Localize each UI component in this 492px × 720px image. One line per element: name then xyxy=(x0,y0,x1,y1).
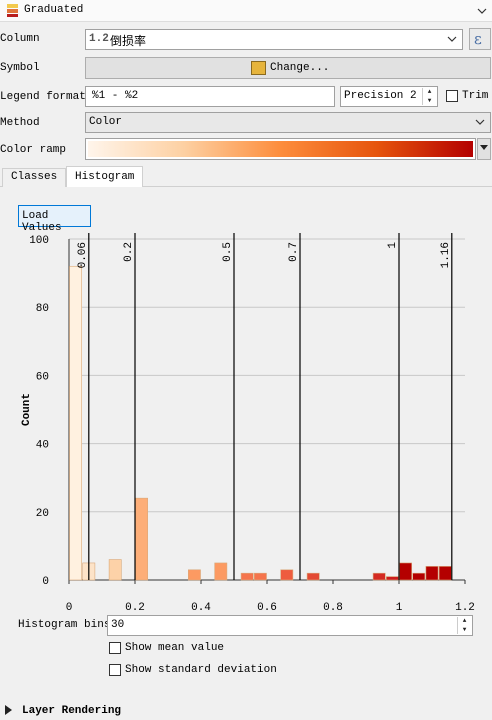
histogram-bar xyxy=(188,569,201,581)
x-tick-label: 0.8 xyxy=(323,602,343,614)
show-std-checkbox[interactable] xyxy=(109,664,121,676)
y-tick-label: 60 xyxy=(36,371,49,383)
color-ramp-gradient xyxy=(88,141,473,157)
y-tick-label: 100 xyxy=(29,235,49,247)
renderer-title: Graduated xyxy=(24,4,84,16)
tab-histogram[interactable]: Histogram xyxy=(66,166,144,187)
triangle-right-icon xyxy=(5,705,12,715)
load-values-button[interactable]: Load Values xyxy=(18,205,91,234)
class-break-label: 0.2 xyxy=(123,242,135,262)
class-break-label: 0.06 xyxy=(77,242,89,268)
column-label: Column xyxy=(0,33,40,45)
histogram-bar xyxy=(254,572,267,581)
show-std-label: Show standard deviation xyxy=(125,664,277,676)
class-break-label: 1.16 xyxy=(440,242,452,268)
x-tick-label: 0.2 xyxy=(125,602,145,614)
histogram-bar xyxy=(306,572,320,581)
spinbox-arrows[interactable]: ▲ ▼ xyxy=(422,88,436,105)
x-tick-label: 1.2 xyxy=(455,602,475,614)
color-ramp-menu-button[interactable] xyxy=(477,138,491,160)
precision-value: Precision 2 xyxy=(344,90,417,102)
tab-bar-line xyxy=(0,186,492,187)
histogram-bar xyxy=(385,576,399,581)
expression-button[interactable]: ε xyxy=(469,28,491,50)
legend-format-input[interactable]: %1 - %2 xyxy=(85,86,335,107)
histogram-bar xyxy=(438,566,452,581)
trim-checkbox[interactable] xyxy=(446,90,458,102)
histogram-bar xyxy=(214,562,228,581)
method-value: Color xyxy=(89,116,123,128)
class-break-label: 0.7 xyxy=(288,242,300,262)
class-break-label: 1 xyxy=(387,242,399,249)
method-label: Method xyxy=(0,117,40,129)
chevron-down-icon xyxy=(474,116,486,128)
chevron-down-icon[interactable] xyxy=(476,5,488,17)
symbol-change-label: Change... xyxy=(270,62,330,74)
histogram-bar xyxy=(399,562,412,581)
histogram-bins-label: Histogram bins xyxy=(18,619,111,631)
tab-classes[interactable]: Classes xyxy=(2,168,67,187)
symbol-label: Symbol xyxy=(0,62,40,74)
y-tick-label: 0 xyxy=(42,576,49,588)
histogram-bar xyxy=(425,566,439,581)
histogram-bins-value: 30 xyxy=(111,619,125,631)
trim-label: Trim xyxy=(462,90,489,102)
show-mean-label: Show mean value xyxy=(125,642,225,654)
y-axis-label: Count xyxy=(21,393,33,426)
tab-classes-label: Classes xyxy=(11,171,58,183)
histogram-bar xyxy=(412,572,426,581)
x-tick-label: 0.6 xyxy=(257,602,277,614)
histogram-bar xyxy=(108,559,122,581)
spinbox-arrows[interactable]: ▲ ▼ xyxy=(457,617,471,634)
legend-format-value: %1 - %2 xyxy=(92,90,139,102)
x-tick-label: 0.4 xyxy=(191,602,211,614)
y-tick-label: 20 xyxy=(36,508,49,520)
histogram-bins-spinbox[interactable]: 30 ▲ ▼ xyxy=(107,615,473,636)
numeric-type-badge: 1.2 xyxy=(89,33,109,45)
histogram-chart: 0 20 40 60 80 100 0 0.2 0.4 0.6 0.8 1 1.2 Count 0.06 0.… xyxy=(21,233,475,614)
histogram-bar xyxy=(135,497,148,581)
load-values-label: Load Values xyxy=(22,210,62,234)
epsilon-icon: ε xyxy=(474,30,482,48)
chevron-down-icon xyxy=(446,33,458,45)
renderer-header[interactable]: Graduated xyxy=(0,0,492,22)
column-select[interactable]: 1.2 倒损率 xyxy=(85,29,463,50)
color-ramp-button[interactable] xyxy=(85,138,476,160)
class-break-label: 0.5 xyxy=(222,242,234,262)
layer-rendering-label: Layer Rendering xyxy=(22,705,122,717)
tab-histogram-label: Histogram xyxy=(75,171,135,183)
column-value: 倒损率 xyxy=(110,34,147,48)
graduated-renderer-icon xyxy=(6,3,19,18)
histogram-bar xyxy=(280,569,294,581)
symbol-change-button[interactable]: Change... xyxy=(85,57,491,79)
histogram-bar xyxy=(69,265,82,581)
show-mean-checkbox[interactable] xyxy=(109,642,121,654)
legend-format-label: Legend format xyxy=(0,91,86,103)
histogram-bar xyxy=(240,572,254,581)
triangle-down-icon xyxy=(480,145,488,150)
method-select[interactable]: Color xyxy=(85,112,491,133)
y-tick-label: 40 xyxy=(36,440,49,452)
precision-spinbox[interactable]: Precision 2 ▲ ▼ xyxy=(340,86,438,107)
layer-rendering-section[interactable]: Layer Rendering xyxy=(0,700,492,720)
color-ramp-label: Color ramp xyxy=(0,144,67,156)
histogram-bar xyxy=(372,572,386,581)
y-tick-label: 80 xyxy=(36,303,49,315)
x-tick-label: 1 xyxy=(396,602,403,614)
symbol-preview-swatch xyxy=(251,61,266,75)
x-tick-label: 0 xyxy=(66,602,73,614)
